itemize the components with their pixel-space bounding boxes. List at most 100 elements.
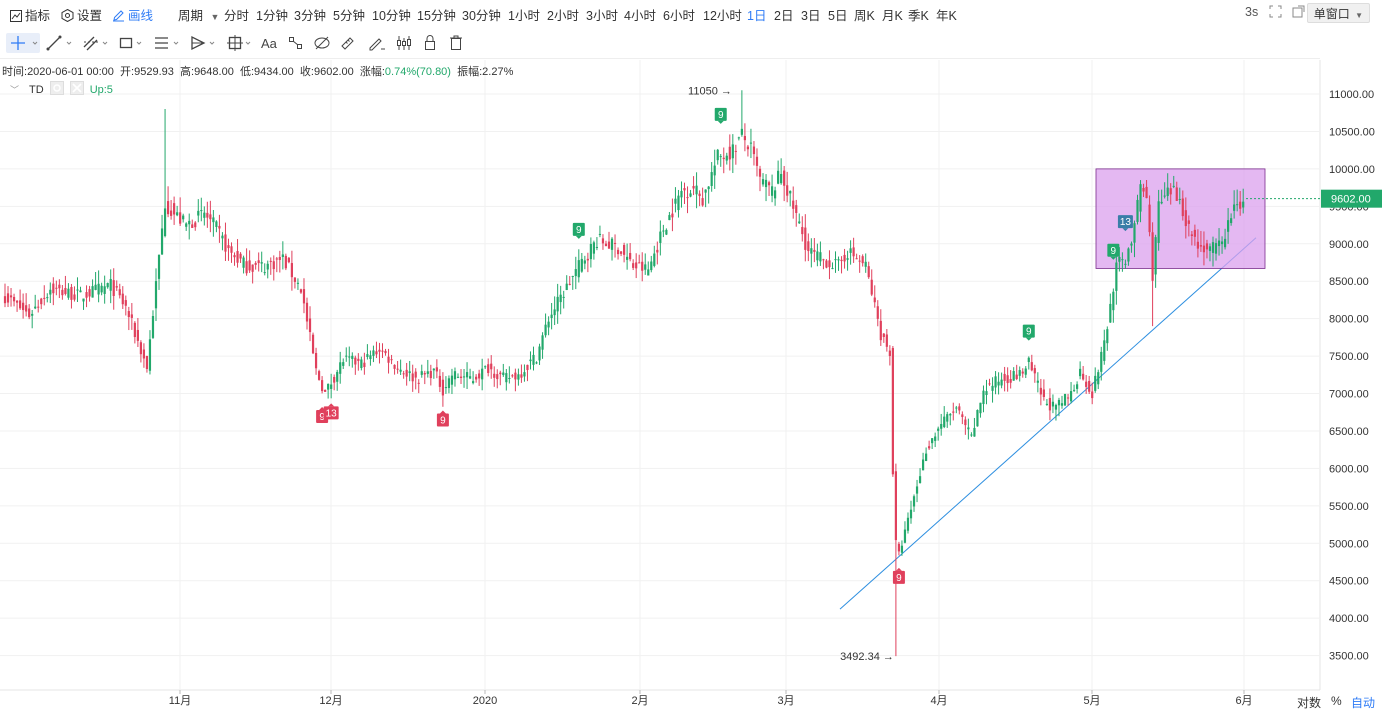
pattern-tool[interactable] xyxy=(189,33,219,53)
period-tab-16[interactable]: 5日 xyxy=(828,9,848,23)
period-tab-15[interactable]: 3日 xyxy=(801,9,821,23)
line-tool[interactable] xyxy=(45,33,75,53)
period-tab-13[interactable]: 1日 xyxy=(747,9,767,23)
period-tab-4[interactable]: 10分钟 xyxy=(372,9,411,23)
candle-body xyxy=(215,221,218,227)
indicator-button[interactable]: 指标 xyxy=(10,5,50,25)
candle-body xyxy=(662,230,665,232)
period-tab-7[interactable]: 1小时 xyxy=(508,9,540,23)
candle-body xyxy=(511,375,514,377)
candle-body xyxy=(900,545,904,553)
candle-body xyxy=(586,258,589,261)
candle-body xyxy=(1217,240,1221,247)
period-tab-19[interactable]: 季K xyxy=(908,9,929,23)
popout-icon[interactable] xyxy=(1292,5,1305,21)
period-tab-18[interactable]: 月K xyxy=(882,9,903,23)
magnet-tool[interactable] xyxy=(287,33,305,53)
candle-body xyxy=(906,517,910,531)
candle-body xyxy=(233,255,236,258)
y-tick-label: 8000.00 xyxy=(1329,314,1369,326)
candle-body xyxy=(432,368,435,371)
period-tab-12[interactable]: 12小时 xyxy=(703,9,742,23)
candle-body xyxy=(722,157,725,160)
candle-body xyxy=(970,434,973,436)
candle-body xyxy=(529,359,532,362)
candle-body xyxy=(109,278,112,291)
candle-body xyxy=(571,275,574,277)
candle-body xyxy=(671,213,674,218)
indicator-settings-icon[interactable] xyxy=(49,81,64,98)
candle-body xyxy=(12,296,16,302)
candle-body xyxy=(1157,201,1160,243)
candle-body xyxy=(475,376,478,380)
candle-settings-tool[interactable] xyxy=(395,33,413,53)
candle-body xyxy=(182,215,185,220)
rectangle-icon xyxy=(119,37,142,49)
candle-body xyxy=(598,233,602,235)
period-tab-10[interactable]: 4小时 xyxy=(624,9,656,23)
fibonacci-tool[interactable] xyxy=(153,33,183,53)
line-icon xyxy=(46,35,72,51)
candle-body xyxy=(716,149,719,161)
period-tab-14[interactable]: 2日 xyxy=(774,9,794,23)
period-dropdown[interactable]: 周期 ▼ xyxy=(178,5,219,24)
period-tab-17[interactable]: 周K xyxy=(854,9,875,23)
period-tab-0[interactable]: 分时 xyxy=(224,9,250,23)
pen-tool[interactable] xyxy=(367,33,387,53)
period-tab-5[interactable]: 15分钟 xyxy=(417,9,456,23)
candle-body xyxy=(1018,370,1021,376)
period-tab-3[interactable]: 5分钟 xyxy=(333,9,365,23)
refresh-interval[interactable]: 3s xyxy=(1245,5,1259,19)
text-tool[interactable]: Aa xyxy=(261,33,281,53)
indicator-close-icon[interactable] xyxy=(69,81,84,98)
candle-body xyxy=(864,261,867,267)
td-label-pointer xyxy=(319,406,326,410)
percent-scale-toggle[interactable]: % xyxy=(1331,694,1342,708)
candle-body xyxy=(1190,234,1193,236)
auto-scale-toggle[interactable]: 自动 xyxy=(1351,696,1376,710)
collapse-chevron-icon[interactable]: ﹀ xyxy=(10,85,20,95)
crosshair-tool[interactable] xyxy=(6,33,40,53)
period-tab-9[interactable]: 3小时 xyxy=(586,9,618,23)
lock-tool[interactable] xyxy=(422,33,438,53)
candle-body xyxy=(695,185,698,195)
candle-body xyxy=(553,309,556,316)
candle-body xyxy=(843,254,846,262)
candle-body xyxy=(831,268,834,270)
candle-body xyxy=(369,355,372,360)
candle-body xyxy=(526,364,529,371)
channel-tool[interactable] xyxy=(81,33,111,53)
settings-button[interactable]: 设置 xyxy=(61,5,102,25)
candle-body xyxy=(547,321,550,328)
draw-button[interactable]: 画线 xyxy=(112,5,153,25)
period-tab-8[interactable]: 2小时 xyxy=(547,9,579,23)
delete-drawings-tool[interactable] xyxy=(447,33,465,53)
candle-body xyxy=(25,305,28,312)
candle-body xyxy=(375,351,378,355)
candle-body xyxy=(1066,397,1070,399)
candle-body xyxy=(1012,371,1015,381)
fullscreen-icon[interactable] xyxy=(1269,5,1282,21)
candle-body xyxy=(197,210,200,216)
candle-body xyxy=(206,212,209,218)
candle-body xyxy=(982,390,985,405)
period-tab-20[interactable]: 年K xyxy=(936,9,957,23)
price-chart[interactable]: 11000.0010500.0010000.009500.009000.0085… xyxy=(0,60,1382,711)
trendline[interactable] xyxy=(839,237,1257,610)
candle-body xyxy=(619,251,623,254)
hide-drawings-tool[interactable] xyxy=(313,33,331,53)
period-tab-1[interactable]: 1分钟 xyxy=(256,9,288,23)
y-tick-label: 10500.00 xyxy=(1329,126,1375,138)
candle-body xyxy=(438,375,441,387)
candle-body xyxy=(825,260,828,268)
period-tab-11[interactable]: 6小时 xyxy=(663,9,695,23)
window-mode-select[interactable]: 单窗口 ▼ xyxy=(1306,3,1370,23)
log-scale-toggle[interactable]: 对数 xyxy=(1297,696,1322,710)
candle-body xyxy=(254,262,257,265)
measure-tool[interactable] xyxy=(226,33,256,53)
period-tab-6[interactable]: 30分钟 xyxy=(462,9,501,23)
rectangle-tool[interactable] xyxy=(117,33,147,53)
ruler-tool[interactable] xyxy=(339,33,357,53)
period-tab-2[interactable]: 3分钟 xyxy=(294,9,326,23)
candle-body xyxy=(61,289,64,296)
